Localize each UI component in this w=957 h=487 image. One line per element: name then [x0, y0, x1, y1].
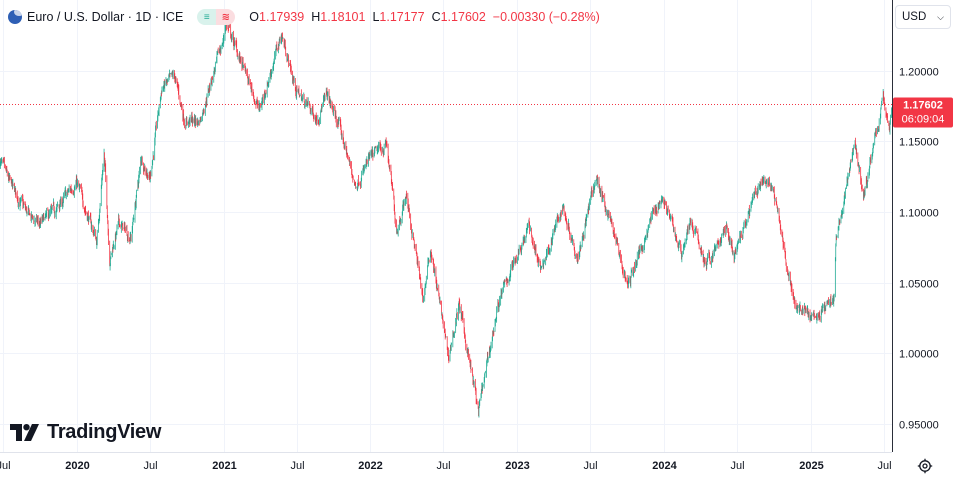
bar-countdown: 06:09:04: [902, 114, 945, 126]
tradingview-logo[interactable]: TradingView: [10, 420, 161, 444]
time-tick-label: Jul: [290, 460, 304, 472]
currency-select[interactable]: USD ⌵: [895, 5, 951, 29]
last-price-tag: 1.17602 06:09:04: [893, 97, 953, 128]
time-tick-label: 2020: [65, 460, 89, 472]
symbol-legend: Euro / U.S. Dollar · 1D · ICE ≡ ≋ O1.179…: [8, 8, 600, 26]
time-tick-label: 2025: [799, 460, 823, 472]
last-price-value: 1.17602: [903, 100, 943, 112]
price-tick-label: 1.15000: [899, 137, 939, 149]
time-tick-label: 2021: [212, 460, 236, 472]
price-tick-label: 0.95000: [899, 420, 939, 432]
delayed-data-badge[interactable]: ≋: [216, 9, 236, 25]
time-tick-label: Jul: [0, 460, 11, 472]
tradingview-mark-icon: [10, 423, 39, 441]
price-tick-label: 1.00000: [899, 349, 939, 361]
eur-usd-flag-icon: [8, 10, 22, 24]
brand-name: TradingView: [47, 420, 162, 443]
candles: [0, 20, 893, 418]
high-value: H1.18101: [311, 10, 366, 24]
chevron-down-icon: ⌵: [937, 11, 944, 22]
status-badges[interactable]: ≡ ≋: [197, 9, 236, 25]
market-open-badge[interactable]: ≡: [197, 9, 217, 25]
time-tick-label: 2023: [505, 460, 529, 472]
time-tick-label: Jul: [143, 460, 157, 472]
time-tick-label: Jul: [583, 460, 597, 472]
time-tick-label: Jul: [877, 460, 891, 472]
currency-label: USD: [902, 11, 927, 23]
price-axis[interactable]: 1.20000 1.15000 1.10000 1.05000 1.00000 0.950…: [899, 67, 939, 432]
change-value: −0.00330 (−0.28%): [492, 10, 600, 24]
settings-gear-icon[interactable]: [913, 455, 937, 477]
time-tick-label: Jul: [730, 460, 744, 472]
low-value: L1.17177: [372, 10, 425, 24]
time-tick-label: 2022: [358, 460, 382, 472]
price-tick-label: 1.10000: [899, 208, 939, 220]
time-tick-label: Jul: [436, 460, 450, 472]
price-tick-label: 1.05000: [899, 279, 939, 291]
time-axis[interactable]: Jul 2020 Jul 2021 Jul 2022 Jul 2023 Jul 2024 Jul 20…: [0, 460, 892, 472]
grid-lines: [0, 0, 892, 452]
time-tick-label: 2024: [652, 460, 677, 472]
price-tick-label: 1.20000: [899, 67, 939, 79]
close-value: C1.17602: [431, 10, 486, 24]
symbol-title[interactable]: Euro / U.S. Dollar · 1D · ICE: [27, 10, 184, 24]
open-value: O1.17939: [249, 10, 305, 24]
